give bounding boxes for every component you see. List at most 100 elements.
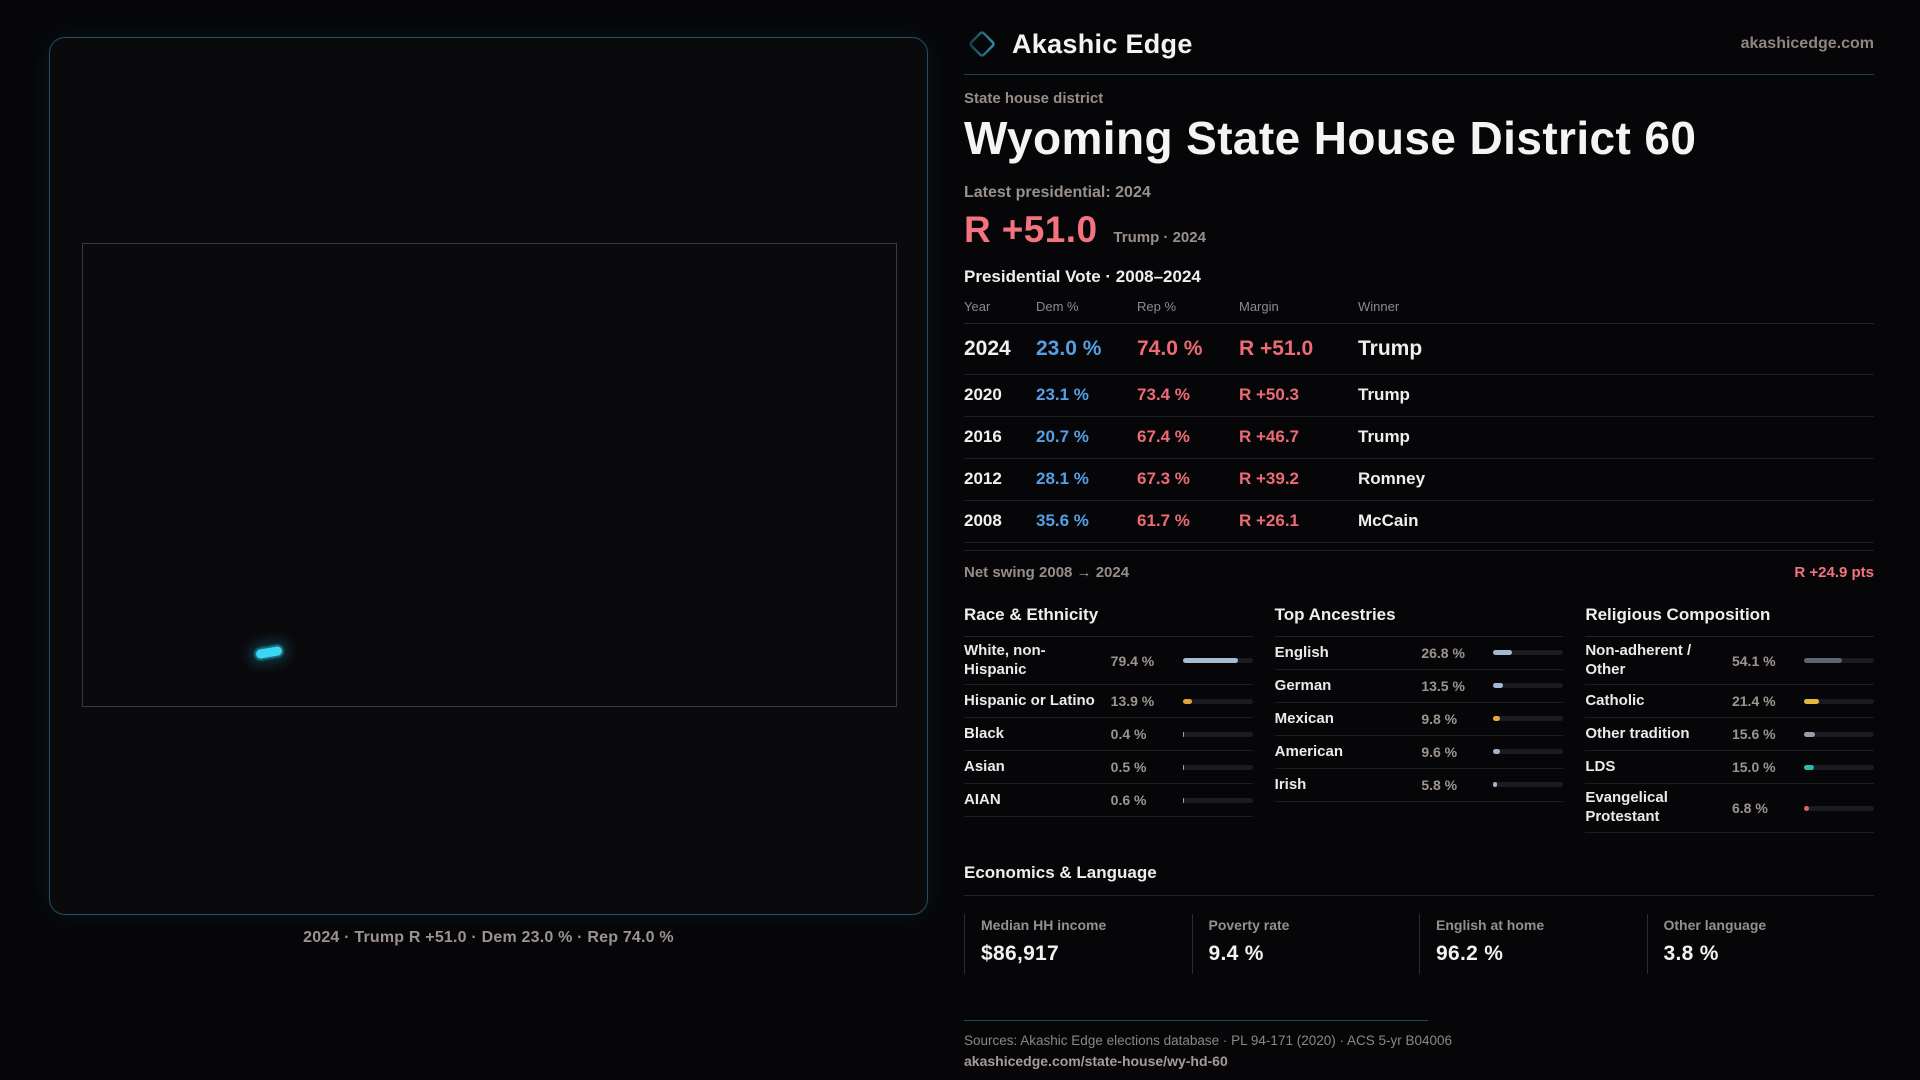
demographic-row: AIAN 0.6 % <box>964 784 1253 818</box>
footer: Sources: Akashic Edge elections database… <box>964 1019 1874 1069</box>
section-body: Non-adherent / Other 54.1 % Catholic 21.… <box>1585 637 1874 833</box>
demographic-bar-track <box>1803 764 1874 770</box>
vote-table-row: 2016 20.7 % 67.4 % R +46.7 Trump <box>964 417 1874 459</box>
demographic-value: 0.6 % <box>1110 792 1147 809</box>
demographic-row: LDS 15.0 % <box>1585 751 1874 785</box>
demographic-row: Non-adherent / Other 54.1 % <box>1585 637 1874 686</box>
site-link[interactable]: akashicedge.com <box>1740 35 1874 52</box>
demographic-label: Other tradition <box>1585 725 1690 743</box>
diamond-logo-icon <box>969 31 995 57</box>
latest-presidential-label: Latest presidential: 2024 <box>964 183 1151 201</box>
demographic-value: 5.8 % <box>1421 776 1458 793</box>
headline: R +51.0 Trump · 2024 <box>964 209 1874 251</box>
masthead: Akashic Edge akashicedge.com <box>964 26 1874 62</box>
demographic-row: Evangelical Protestant 6.8 % <box>1585 784 1874 833</box>
header-divider <box>964 74 1874 75</box>
demographic-bar-fill <box>1803 698 1819 704</box>
stat-value: $86,917 <box>981 941 1060 965</box>
col-header-rep: Rep % <box>1137 298 1177 314</box>
demographic-label: American <box>1274 742 1344 760</box>
stat-value: 96.2 % <box>1436 941 1504 965</box>
brand-name: Akashic Edge <box>1012 28 1193 59</box>
demographic-label: Mexican <box>1274 709 1334 727</box>
section-title: Religious Composition <box>1585 605 1874 637</box>
demographic-label: White, non-Hispanic <box>964 641 1046 678</box>
demographic-bar-track <box>1493 716 1564 722</box>
vote-table-title: Presidential Vote · 2008–2024 <box>964 266 1201 286</box>
footer-divider <box>964 1019 1428 1021</box>
district-category: State house district <box>964 90 1104 107</box>
vote-table-row: 2020 23.1 % 73.4 % R +50.3 Trump <box>964 375 1874 417</box>
economics-stat-card: Median HH income $86,917 <box>964 913 1192 974</box>
headline-margin: R +51.0 <box>964 208 1098 250</box>
demographic-bar-track <box>1803 731 1874 737</box>
demographic-label: AIAN <box>964 791 1001 809</box>
demographic-bar-fill <box>1493 749 1501 755</box>
demographic-label: LDS <box>1585 758 1616 776</box>
demographic-value: 6.8 % <box>1731 800 1768 817</box>
section-body: English 26.8 % German 13.5 % Mexican 9.8… <box>1274 637 1564 802</box>
page-title: Wyoming State House District 60 <box>964 112 1697 164</box>
col-header-margin: Margin <box>1239 298 1279 314</box>
permalink[interactable]: akashicedge.com/state-house/wy-hd-60 <box>964 1052 1228 1069</box>
demographic-bar-track <box>1803 805 1874 811</box>
demographic-bar-fill <box>1493 683 1503 689</box>
demographic-value: 0.4 % <box>1110 726 1147 743</box>
demographic-bar-track <box>1182 658 1253 664</box>
demographic-value: 26.8 % <box>1421 644 1465 661</box>
demographic-section: Race & Ethnicity White, non-Hispanic 79.… <box>964 605 1253 833</box>
stat-value: 9.4 % <box>1208 941 1264 965</box>
vote-table-row: 2008 35.6 % 61.7 % R +26.1 McCain <box>964 501 1874 543</box>
demographic-bar-track <box>1803 698 1874 704</box>
demographic-value: 15.0 % <box>1731 759 1776 776</box>
economics-grid: Median HH income $86,917 Poverty rate 9.… <box>964 913 1875 974</box>
demographic-row: Catholic 21.4 % <box>1585 685 1874 719</box>
demographic-bar-fill <box>1182 658 1239 664</box>
demographic-label: Non-adherent / Other <box>1585 641 1692 678</box>
map-caption: 2024 · Trump R +51.0 · Dem 23.0 % · Rep … <box>303 929 674 946</box>
demographic-value: 15.6 % <box>1731 726 1776 743</box>
demographic-section: Top Ancestries English 26.8 % German 13.… <box>1274 605 1564 833</box>
col-header-winner: Winner <box>1358 298 1400 314</box>
demographic-value: 9.6 % <box>1421 743 1458 760</box>
economics-stat-card: English at home 96.2 % <box>1419 913 1647 974</box>
stat-label: English at home <box>1436 916 1545 933</box>
economics-stat-card: Other language 3.8 % <box>1646 913 1875 974</box>
sources-line: Sources: Akashic Edge elections database… <box>964 1032 1453 1048</box>
demographic-label: Asian <box>964 758 1005 776</box>
stats-column: Akashic Edge akashicedge.com State house… <box>964 26 1874 1069</box>
col-header-dem: Dem % <box>1036 298 1079 314</box>
demographic-bar-track <box>1493 650 1564 656</box>
demographic-bar-fill <box>1803 658 1842 664</box>
demographic-value: 0.5 % <box>1110 759 1147 776</box>
demographic-bar-fill <box>1803 805 1809 811</box>
vote-table-header: Year Dem % Rep % Margin Winner <box>964 299 1874 324</box>
demographic-value: 54.1 % <box>1731 652 1776 669</box>
demographic-label: English <box>1274 643 1329 661</box>
district-map-panel[interactable] <box>49 37 928 915</box>
demographic-bar-track <box>1182 764 1253 770</box>
demographic-bar-fill <box>1493 782 1498 788</box>
demographic-label: Irish <box>1274 775 1307 793</box>
demographic-row: Asian 0.5 % <box>964 751 1253 785</box>
demographic-value: 13.5 % <box>1421 677 1465 694</box>
demographic-row: American 9.6 % <box>1274 736 1564 769</box>
demographic-row: White, non-Hispanic 79.4 % <box>964 637 1253 686</box>
demographic-label: Hispanic or Latino <box>964 692 1095 710</box>
demographic-label: Black <box>964 725 1005 743</box>
demographic-value: 9.8 % <box>1421 710 1458 727</box>
section-title: Top Ancestries <box>1274 605 1564 637</box>
wyoming-state-outline <box>82 243 897 707</box>
demographic-value: 79.4 % <box>1110 652 1155 669</box>
demographic-bar-fill <box>1493 650 1513 656</box>
demographic-sections: Race & Ethnicity White, non-Hispanic 79.… <box>964 605 1874 833</box>
stat-label: Median HH income <box>981 916 1107 933</box>
demographic-row: German 13.5 % <box>1274 670 1564 703</box>
demographic-bar-track <box>1493 749 1564 755</box>
demographic-bar-track <box>1182 698 1253 704</box>
demographic-bar-fill <box>1803 731 1815 737</box>
demographic-bar-track <box>1493 683 1564 689</box>
demographic-bar-track <box>1182 797 1253 803</box>
stat-label: Poverty rate <box>1208 916 1290 933</box>
col-header-year: Year <box>964 298 991 314</box>
